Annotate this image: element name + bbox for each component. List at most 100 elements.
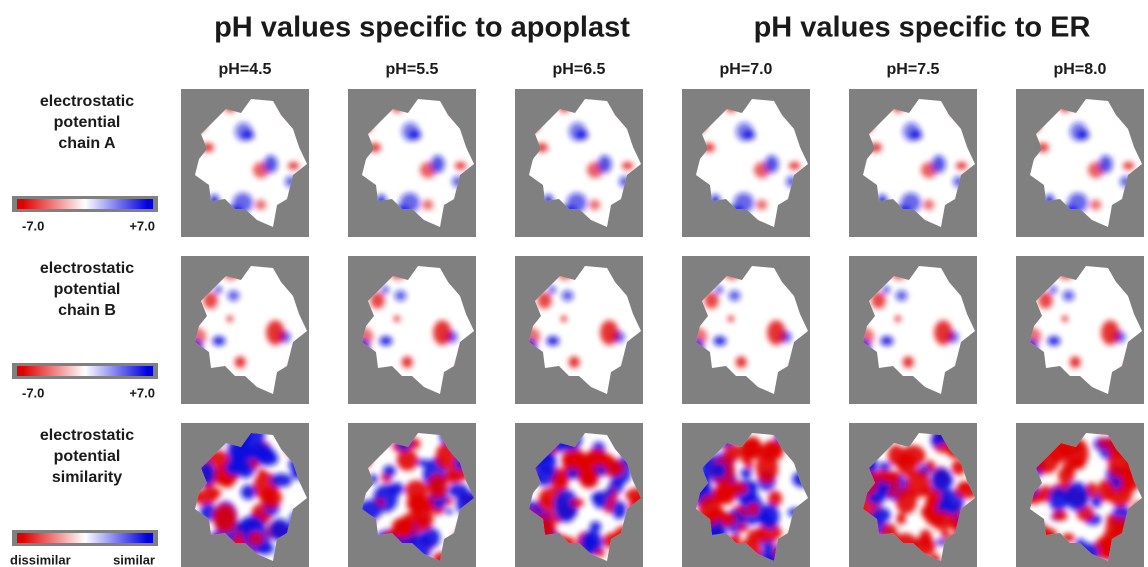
spot (756, 452, 778, 483)
spot (433, 320, 451, 345)
spot (747, 529, 766, 544)
map-panel (515, 89, 643, 238)
color-scale-gradient (17, 533, 153, 543)
spot (1099, 155, 1113, 173)
spot (1099, 437, 1108, 448)
spot (896, 513, 906, 525)
spot (566, 468, 579, 479)
spot (931, 434, 941, 447)
column-label: pH=6.5 (553, 61, 606, 78)
spot (789, 162, 800, 170)
scale-min-label: -7.0 (22, 385, 44, 400)
spot (561, 316, 567, 322)
spot (896, 290, 908, 301)
column-label: pH=4.5 (219, 61, 272, 78)
spot (235, 122, 252, 141)
map-panel (181, 89, 309, 238)
spot (546, 336, 559, 346)
spot (382, 286, 389, 293)
spot (397, 450, 418, 471)
column-label: pH=7.0 (720, 61, 773, 78)
spot (379, 336, 392, 346)
spot (1050, 286, 1057, 293)
row-label: electrostatic (40, 427, 134, 444)
spot (1063, 290, 1075, 301)
spot (878, 462, 891, 470)
spot (445, 471, 461, 484)
map-panel (348, 256, 476, 404)
spot (570, 498, 583, 507)
spot (732, 533, 741, 540)
spot (737, 524, 749, 531)
spot (729, 290, 741, 301)
spot (222, 476, 233, 488)
spot (716, 286, 723, 293)
spot (956, 162, 967, 170)
spot (394, 316, 400, 322)
column-label: pH=8.0 (1054, 61, 1107, 78)
map-panel (1016, 423, 1148, 567)
spot (888, 445, 905, 466)
spot (622, 162, 633, 170)
spot (212, 336, 225, 346)
map-panel (348, 89, 476, 238)
group-header: pH values specific to ER (754, 12, 1091, 44)
spot (1070, 122, 1087, 141)
row-label: potential (54, 448, 121, 465)
map-panel (849, 89, 977, 238)
spot (1090, 200, 1101, 210)
map-panel (682, 421, 814, 567)
map-panel (515, 423, 650, 567)
spot (612, 501, 627, 519)
spot (934, 320, 952, 345)
page: pH values specific to apoplast pH values … (0, 0, 1148, 567)
map-panel (1016, 256, 1144, 404)
spot (215, 286, 222, 293)
spot (1065, 482, 1089, 511)
spot (549, 286, 556, 293)
scale-max-label: +7.0 (129, 218, 155, 233)
figure: pH values specific to apoplast pH values … (0, 0, 1148, 567)
spot (1062, 316, 1068, 322)
spot (264, 155, 278, 173)
row-label: chain A (58, 135, 116, 152)
spot (1123, 162, 1134, 170)
row-label: potential (54, 281, 121, 298)
spot (931, 468, 953, 493)
scale-min-label: dissimilar (10, 552, 71, 567)
map-panel (348, 423, 481, 567)
spot (1101, 320, 1119, 345)
spot (288, 162, 299, 170)
column-label: pH=5.5 (386, 61, 439, 78)
spot (420, 527, 440, 548)
spot (748, 481, 757, 490)
spot (402, 356, 413, 368)
map-panel (515, 256, 643, 404)
row-label: potential (54, 114, 121, 131)
row-label: electrostatic (40, 260, 134, 277)
spot (1071, 457, 1085, 469)
spot (923, 200, 934, 210)
spot (409, 496, 426, 514)
spot (728, 316, 734, 322)
spot (241, 485, 256, 500)
scale-min-label: -7.0 (22, 218, 44, 233)
spot (748, 503, 759, 515)
map-panel (181, 256, 309, 404)
spot (931, 512, 953, 531)
row-label: similarity (52, 469, 122, 486)
spot (422, 200, 433, 210)
map-panel (682, 256, 810, 404)
spot (1070, 356, 1081, 368)
scale-max-label: +7.0 (129, 385, 155, 400)
spot (713, 336, 726, 346)
spot (256, 452, 278, 466)
color-scale-gradient (17, 199, 153, 209)
spot (258, 469, 266, 477)
group-header: pH values specific to apoplast (214, 12, 630, 44)
spot (431, 155, 445, 173)
spot (255, 200, 266, 210)
spot (562, 290, 574, 301)
row-label: chain B (58, 302, 116, 319)
spot (756, 200, 767, 210)
